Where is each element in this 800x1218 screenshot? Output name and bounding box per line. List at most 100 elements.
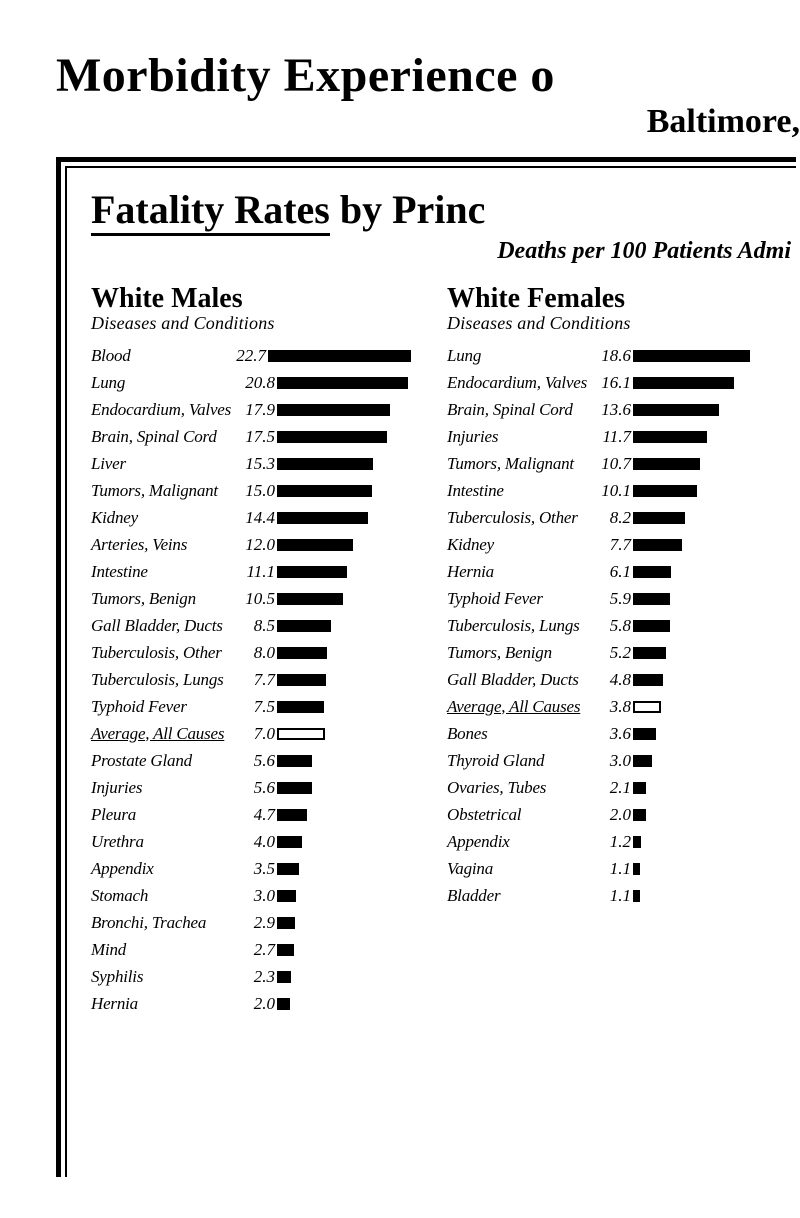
chart-row: Hernia6.1 bbox=[447, 558, 767, 585]
bar-wrap bbox=[633, 431, 707, 443]
row-label: Tumors, Malignant bbox=[91, 481, 241, 501]
bar bbox=[633, 539, 682, 551]
row-value: 2.1 bbox=[597, 778, 631, 798]
row-value: 11.7 bbox=[597, 427, 631, 447]
page-title: Morbidity Experience o bbox=[56, 48, 800, 103]
bar-wrap bbox=[277, 431, 387, 443]
bar bbox=[633, 728, 656, 740]
chart-row: Endocardium, Valves16.1 bbox=[447, 369, 767, 396]
row-value: 15.3 bbox=[241, 454, 275, 474]
chart-row: Tumors, Malignant15.0 bbox=[91, 477, 411, 504]
row-label: Tuberculosis, Other bbox=[447, 508, 597, 528]
bar bbox=[633, 701, 661, 713]
row-value: 3.5 bbox=[241, 859, 275, 879]
bar bbox=[277, 809, 307, 821]
row-value: 4.7 bbox=[241, 805, 275, 825]
bar bbox=[633, 512, 685, 524]
row-label: Kidney bbox=[447, 535, 597, 555]
bar-wrap bbox=[277, 377, 408, 389]
bar bbox=[277, 971, 291, 983]
bar-wrap bbox=[633, 539, 682, 551]
bar bbox=[277, 755, 312, 767]
bar-wrap bbox=[633, 458, 700, 470]
bar-wrap bbox=[633, 890, 640, 902]
bar-wrap bbox=[268, 350, 411, 362]
bar bbox=[633, 755, 652, 767]
bar-wrap bbox=[277, 809, 307, 821]
chart-row: Ovaries, Tubes2.1 bbox=[447, 774, 767, 801]
chart-row: Gall Bladder, Ducts4.8 bbox=[447, 666, 767, 693]
bar-wrap bbox=[277, 539, 353, 551]
row-label: Hernia bbox=[91, 994, 241, 1014]
row-value: 4.8 bbox=[597, 670, 631, 690]
chart-row: Tumors, Benign5.2 bbox=[447, 639, 767, 666]
bar-wrap bbox=[277, 728, 325, 740]
chart-row: Prostate Gland5.6 bbox=[91, 747, 411, 774]
row-label: Stomach bbox=[91, 886, 241, 906]
row-value: 7.7 bbox=[597, 535, 631, 555]
chart-row: Brain, Spinal Cord13.6 bbox=[447, 396, 767, 423]
row-label: Endocardium, Valves bbox=[447, 373, 597, 393]
chart-row: Blood22.7 bbox=[91, 342, 411, 369]
row-value: 17.5 bbox=[241, 427, 275, 447]
bar bbox=[277, 431, 387, 443]
row-label: Injuries bbox=[447, 427, 597, 447]
row-label: Tuberculosis, Lungs bbox=[447, 616, 597, 636]
bar-wrap bbox=[633, 782, 646, 794]
row-value: 17.9 bbox=[241, 400, 275, 420]
bar bbox=[633, 863, 640, 875]
bar-wrap bbox=[277, 998, 290, 1010]
bar bbox=[277, 863, 299, 875]
row-label: Tuberculosis, Other bbox=[91, 643, 241, 663]
bar-wrap bbox=[633, 674, 663, 686]
bar bbox=[633, 674, 663, 686]
row-value: 14.4 bbox=[241, 508, 275, 528]
bar-wrap bbox=[277, 566, 347, 578]
row-value: 5.6 bbox=[241, 751, 275, 771]
chart-row: Endocardium, Valves17.9 bbox=[91, 396, 411, 423]
chart-row: Brain, Spinal Cord17.5 bbox=[91, 423, 411, 450]
row-label: Tumors, Benign bbox=[91, 589, 241, 609]
row-label: Typhoid Fever bbox=[91, 697, 241, 717]
row-label: Lung bbox=[447, 346, 597, 366]
section-title-underlined: Fatality Rates bbox=[91, 186, 330, 236]
chart-row: Intestine10.1 bbox=[447, 477, 767, 504]
chart-row: Pleura4.7 bbox=[91, 801, 411, 828]
row-value: 5.8 bbox=[597, 616, 631, 636]
row-label: Syphilis bbox=[91, 967, 241, 987]
bar bbox=[633, 620, 670, 632]
column-subheading: Diseases and Conditions bbox=[91, 313, 411, 334]
page-subtitle: Baltimore, bbox=[56, 103, 800, 141]
bar bbox=[633, 566, 671, 578]
row-value: 8.5 bbox=[241, 616, 275, 636]
row-value: 3.0 bbox=[241, 886, 275, 906]
row-value: 12.0 bbox=[241, 535, 275, 555]
bar bbox=[277, 566, 347, 578]
row-label: Mind bbox=[91, 940, 241, 960]
bar bbox=[633, 890, 640, 902]
bar bbox=[277, 917, 295, 929]
column-females: White FemalesDiseases and ConditionsLung… bbox=[447, 283, 767, 1017]
chart-row: Mind2.7 bbox=[91, 936, 411, 963]
chart-row: Tuberculosis, Other8.2 bbox=[447, 504, 767, 531]
bar bbox=[277, 647, 327, 659]
row-value: 18.6 bbox=[597, 346, 631, 366]
row-label: Endocardium, Valves bbox=[91, 400, 241, 420]
chart-row: Average, All Causes7.0 bbox=[91, 720, 411, 747]
bar-wrap bbox=[277, 593, 343, 605]
bar bbox=[633, 431, 707, 443]
chart-row: Bronchi, Trachea2.9 bbox=[91, 909, 411, 936]
chart-row: Stomach3.0 bbox=[91, 882, 411, 909]
bar-wrap bbox=[277, 674, 326, 686]
chart-row: Average, All Causes3.8 bbox=[447, 693, 767, 720]
bar-wrap bbox=[633, 755, 652, 767]
row-label: Average, All Causes bbox=[447, 697, 597, 717]
row-label: Pleura bbox=[91, 805, 241, 825]
chart-row: Tumors, Benign10.5 bbox=[91, 585, 411, 612]
column-subheading: Diseases and Conditions bbox=[447, 313, 767, 334]
bar-wrap bbox=[633, 836, 641, 848]
bar bbox=[633, 458, 700, 470]
bar bbox=[277, 890, 296, 902]
bar bbox=[277, 539, 353, 551]
bar-wrap bbox=[277, 512, 368, 524]
